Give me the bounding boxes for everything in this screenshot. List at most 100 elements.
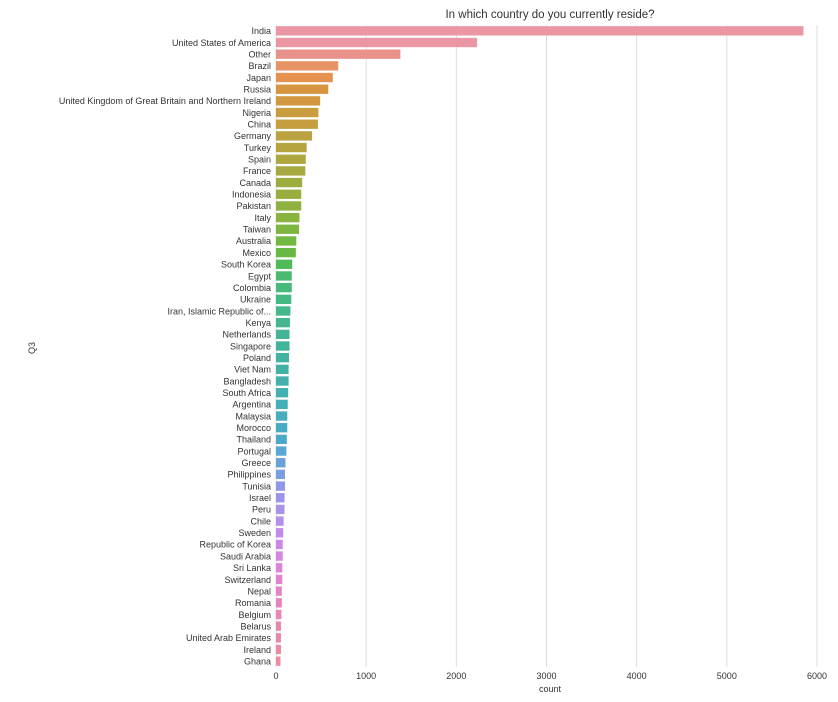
y-tick-label: Netherlands: [222, 330, 271, 340]
y-tick-label: Romania: [235, 598, 271, 608]
bar: [276, 271, 292, 281]
y-tick-label: Greece: [241, 458, 271, 468]
y-tick-label: Germany: [234, 131, 272, 141]
bar: [276, 376, 289, 386]
y-tick-label: South Africa: [222, 388, 271, 398]
x-tick-label: 4000: [627, 671, 647, 681]
y-tick-label: Switzerland: [224, 575, 271, 585]
bar: [276, 119, 318, 129]
y-tick-label: Thailand: [236, 435, 271, 445]
y-tick-label: United States of America: [172, 38, 271, 48]
bar: [276, 282, 292, 293]
y-tick-label: China: [247, 120, 271, 130]
y-tick-label: Ireland: [243, 645, 271, 655]
chart-title: In which country do you currently reside…: [445, 9, 654, 21]
bar: [276, 504, 285, 515]
y-tick-label: Russia: [243, 85, 271, 95]
y-tick-label: Iran, Islamic Republic of...: [167, 306, 271, 316]
x-tick-label: 6000: [807, 671, 827, 681]
y-tick-label: Ghana: [244, 656, 271, 666]
y-tick-label: Sri Lanka: [233, 563, 271, 573]
y-tick-label: Argentina: [232, 400, 271, 410]
y-tick-label: Japan: [246, 73, 271, 83]
bar: [276, 621, 281, 631]
bar: [276, 364, 289, 375]
y-tick-label: Indonesia: [232, 190, 271, 200]
bar: [276, 166, 306, 176]
x-tick-label: 0: [273, 671, 278, 681]
y-tick-label: Sweden: [238, 528, 271, 538]
bar: [276, 388, 289, 398]
bar: [276, 481, 286, 491]
bar: [276, 656, 281, 666]
y-tick-label: Viet Nam: [234, 365, 271, 375]
y-axis-label: Q3: [27, 342, 37, 354]
bar: [276, 423, 288, 433]
bar: [276, 353, 290, 363]
y-tick-label: Morocco: [236, 423, 271, 433]
y-tick-label: Tunisia: [242, 481, 271, 491]
y-tick-label: South Korea: [221, 260, 271, 270]
y-tick-label: Canada: [239, 178, 271, 188]
bar: [276, 306, 291, 316]
y-tick-label: Philippines: [227, 470, 271, 480]
bar: [276, 469, 286, 480]
bar: [276, 586, 282, 596]
y-tick-label: Colombia: [233, 283, 271, 293]
y-tick-label: Brazil: [248, 61, 271, 71]
y-tick-label: Nigeria: [242, 108, 271, 118]
y-tick-label: Ukraine: [240, 295, 271, 305]
bar: [276, 317, 290, 328]
bar: [276, 84, 329, 94]
bar: [276, 528, 284, 538]
bar: [276, 539, 283, 550]
bar: [276, 341, 290, 351]
x-tick-label: 5000: [717, 671, 737, 681]
bar: [276, 177, 303, 188]
y-tick-label: Spain: [248, 155, 271, 165]
bar: [276, 633, 281, 643]
y-tick-label: Belgium: [238, 610, 271, 620]
bar: [276, 72, 333, 83]
y-tick-label: Kenya: [245, 318, 271, 328]
bar: [276, 493, 285, 503]
x-axis-label: count: [539, 684, 562, 694]
y-tick-label: Saudi Arabia: [220, 551, 271, 561]
bar: [276, 189, 302, 199]
bar: [276, 563, 283, 573]
bar: [276, 434, 287, 445]
y-tick-label: Peru: [252, 505, 271, 515]
bar: [276, 247, 296, 258]
y-tick-label: Singapore: [230, 341, 271, 351]
bar: [276, 49, 401, 59]
y-tick-label: India: [251, 26, 271, 36]
bar: [276, 644, 281, 655]
x-tick-labels: 0 1000 2000 3000 4000 5000 6000: [273, 671, 827, 681]
y-tick-label: Italy: [254, 213, 271, 223]
bar: [276, 551, 283, 561]
x-tick-label: 3000: [536, 671, 556, 681]
bar: [276, 107, 319, 118]
bar: [276, 37, 478, 48]
bar: [276, 154, 306, 164]
x-tick-label: 1000: [356, 671, 376, 681]
y-tick-label: Belarus: [240, 621, 271, 631]
bar: [276, 61, 339, 71]
y-tick-label: Egypt: [248, 271, 272, 281]
y-tick-label: Mexico: [242, 248, 271, 258]
bar: [276, 201, 302, 211]
x-tick-label: 2000: [446, 671, 466, 681]
bar: [276, 212, 300, 223]
y-tick-label: Other: [248, 49, 271, 59]
y-tick-label: Turkey: [244, 143, 272, 153]
bar: [276, 574, 283, 585]
bar: [276, 26, 804, 36]
bar: [276, 411, 288, 421]
bar: [276, 96, 321, 106]
y-tick-label: Bangladesh: [223, 376, 271, 386]
bar: [276, 294, 292, 304]
bar: [276, 609, 282, 620]
y-tick-label: Nepal: [247, 586, 271, 596]
